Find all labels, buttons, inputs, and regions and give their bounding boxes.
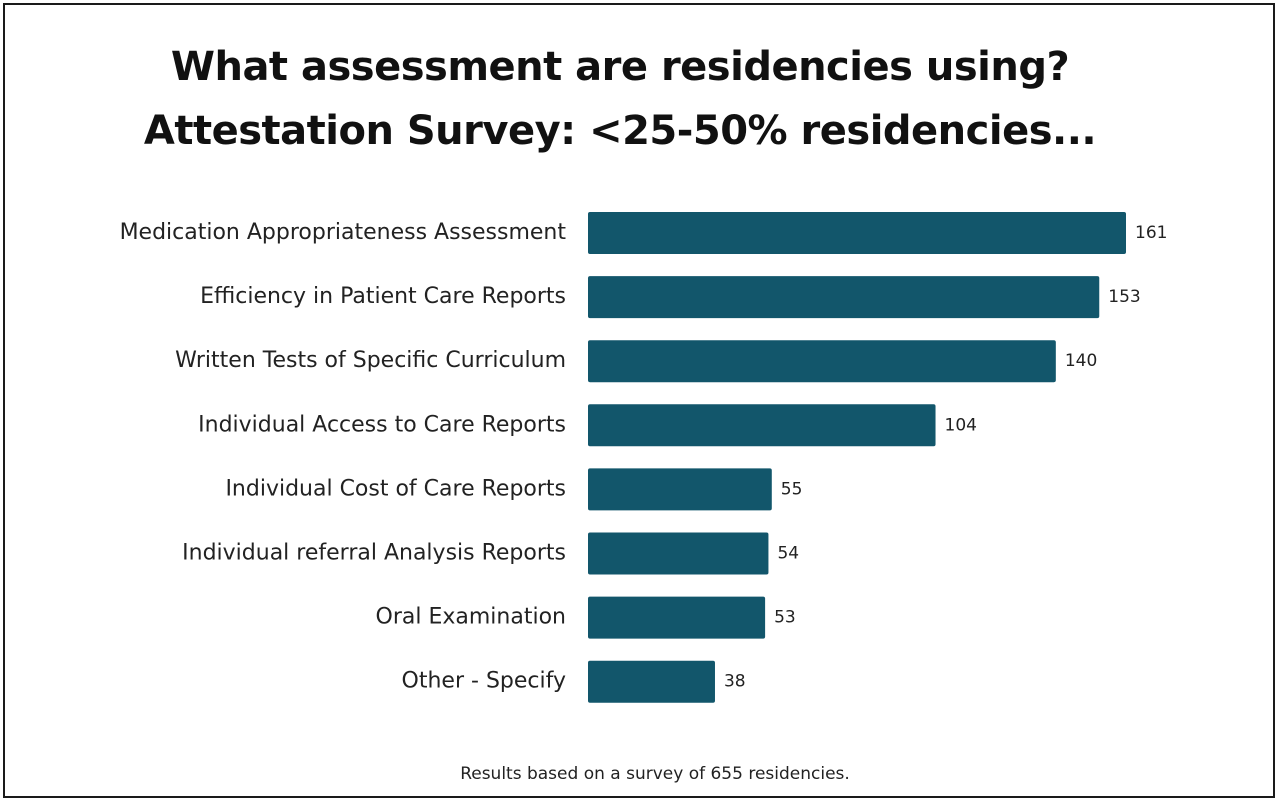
data-label: 161 [1135,223,1167,243]
data-label: 54 [777,544,799,564]
bar [588,660,715,703]
category-label: Written Tests of Specific Curriculum [175,348,566,373]
category-label: Oral Examination [376,605,566,630]
chart-title: What assessment are residencies using? [170,44,1070,90]
bar [588,596,766,639]
category-label: Individual Cost of Care Reports [225,476,566,501]
bar [588,340,1056,383]
category-label: Efficiency in Patient Care Reports [200,284,566,309]
category-label: Individual Access to Care Reports [198,412,566,437]
data-label: 153 [1108,287,1140,307]
bar [588,468,772,511]
bar [588,532,769,575]
data-label: 38 [724,672,746,692]
category-label: Other - Specify [402,669,566,694]
category-label: Individual referral Analysis Reports [182,541,566,566]
category-label: Medication Appropriateness Assessment [120,220,567,245]
chart-footnote: Results based on a survey of 655 residen… [460,764,850,784]
data-label: 55 [781,479,803,499]
data-label: 104 [945,415,977,435]
bar [588,276,1100,319]
bar [588,404,936,447]
data-label: 53 [774,608,796,628]
bar-chart: Medication Appropriateness Assessment 161… [120,212,1167,703]
chart-subtitle: Attestation Survey: <25-50% residencies.… [143,108,1097,154]
bar [588,212,1126,254]
data-label: 140 [1065,351,1097,371]
